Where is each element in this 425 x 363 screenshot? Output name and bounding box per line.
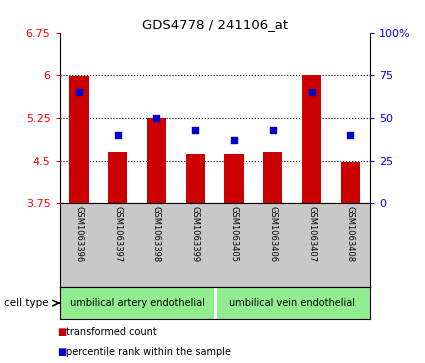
Point	[153, 115, 160, 121]
Text: GSM1063408: GSM1063408	[346, 206, 355, 262]
Bar	[108, 152, 128, 203]
Point	[231, 137, 238, 143]
Text: umbilical artery endothelial: umbilical artery endothelial	[70, 298, 204, 308]
Bar	[186, 154, 205, 203]
Text: GSM1063398: GSM1063398	[152, 206, 161, 262]
Point	[114, 132, 121, 138]
Text: GSM1063396: GSM1063396	[74, 206, 83, 262]
Point	[76, 90, 82, 95]
Bar	[69, 77, 88, 203]
Bar	[147, 118, 166, 203]
Bar	[263, 152, 283, 203]
Text: transformed count: transformed count	[66, 327, 157, 337]
Text: GSM1063405: GSM1063405	[230, 206, 238, 262]
Bar	[341, 162, 360, 203]
Text: ■: ■	[57, 327, 67, 337]
Text: cell type: cell type	[4, 298, 49, 308]
Point	[308, 90, 315, 95]
Bar	[302, 75, 321, 203]
Text: GSM1063397: GSM1063397	[113, 206, 122, 262]
Point	[347, 132, 354, 138]
Text: ■: ■	[57, 347, 67, 357]
Text: percentile rank within the sample: percentile rank within the sample	[66, 347, 231, 357]
Text: GSM1063399: GSM1063399	[191, 206, 200, 262]
Bar	[224, 154, 244, 203]
Point	[192, 127, 198, 133]
Text: GSM1063406: GSM1063406	[268, 206, 277, 262]
Point	[269, 127, 276, 133]
Text: GSM1063407: GSM1063407	[307, 206, 316, 262]
Text: umbilical vein endothelial: umbilical vein endothelial	[229, 298, 355, 308]
Title: GDS4778 / 241106_at: GDS4778 / 241106_at	[142, 19, 288, 32]
